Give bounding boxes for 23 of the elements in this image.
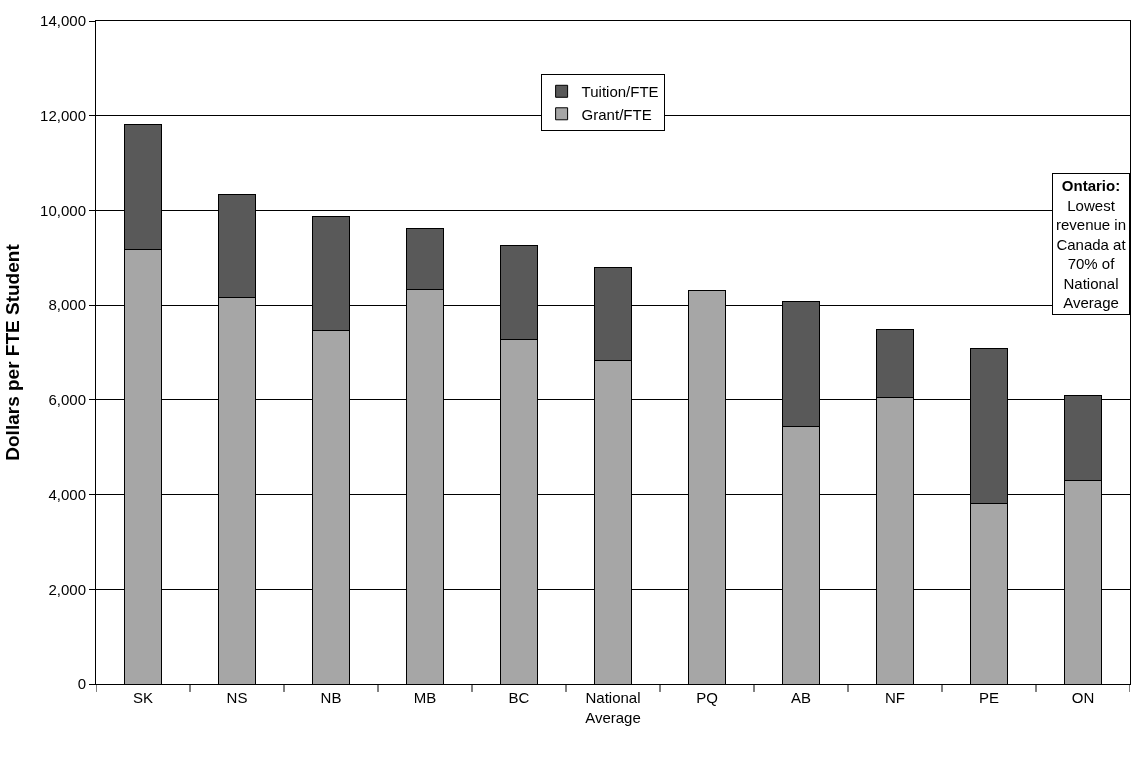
y-axis-title: Dollars per FTE Student [1, 243, 23, 461]
x-tick-label: NB [320, 689, 342, 706]
y-tick-label: 0 [77, 675, 86, 693]
y-tick-label: 12,000 [40, 106, 86, 124]
x-tick-label: PQ [696, 689, 718, 706]
legend-label: Tuition/FTE [581, 83, 659, 101]
x-tick-label: NS [226, 689, 248, 706]
x-tick-label: PE [978, 689, 1000, 706]
x-tick-label: National Average [585, 689, 641, 726]
y-tick-label: 10,000 [40, 201, 86, 219]
x-tick-label: BC [508, 689, 530, 706]
y-tick-label: 6,000 [48, 391, 86, 409]
x-tick-label: AB [790, 689, 812, 706]
y-tick-label: 8,000 [48, 296, 86, 314]
x-tick-label: SK [132, 689, 154, 706]
x-tick-label: ON [1071, 689, 1095, 706]
y-tick-label: 14,000 [40, 12, 86, 30]
y-tick-label: 4,000 [48, 485, 86, 503]
x-tick-label: NF [885, 689, 905, 706]
legend-label: Grant/FTE [581, 105, 652, 123]
x-tick-label: MB [413, 689, 437, 706]
annotation: Ontario: Lowest revenue in Canada at 70% of National Average [1056, 177, 1127, 311]
y-tick-label: 2,000 [48, 580, 86, 598]
